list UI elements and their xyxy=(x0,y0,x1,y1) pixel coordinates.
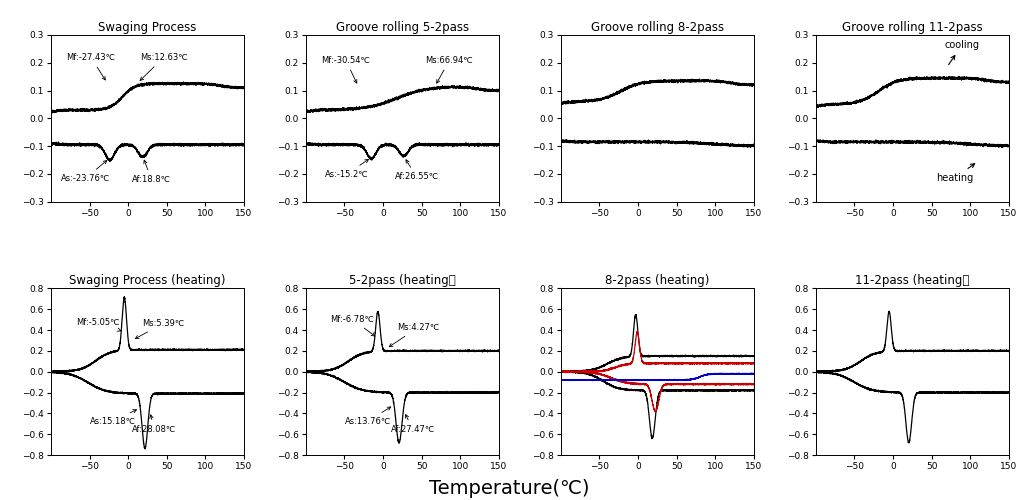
Text: Ms:66.94℃: Ms:66.94℃ xyxy=(426,56,473,83)
Text: Ms:5.39℃: Ms:5.39℃ xyxy=(136,319,184,338)
Text: Mf:-27.43℃: Mf:-27.43℃ xyxy=(66,53,115,80)
Text: Mf:-30.54℃: Mf:-30.54℃ xyxy=(321,56,370,83)
Text: cooling: cooling xyxy=(945,40,980,64)
Text: Af:26.55℃: Af:26.55℃ xyxy=(394,160,439,182)
Text: Temperature(℃): Temperature(℃) xyxy=(429,478,590,498)
Text: Ms:12.63℃: Ms:12.63℃ xyxy=(140,53,187,80)
Text: Mf:-5.05℃: Mf:-5.05℃ xyxy=(75,318,121,331)
Text: As:-15.2℃: As:-15.2℃ xyxy=(325,160,369,178)
Title: Swaging Process: Swaging Process xyxy=(98,21,197,34)
Title: Groove rolling 5-2pass: Groove rolling 5-2pass xyxy=(336,21,469,34)
Text: As:15.18℃: As:15.18℃ xyxy=(90,410,137,426)
Text: heating: heating xyxy=(936,164,974,183)
Text: Af:18.8℃: Af:18.8℃ xyxy=(132,160,171,184)
Text: As:-23.76℃: As:-23.76℃ xyxy=(61,160,110,183)
Text: Af:28.08℃: Af:28.08℃ xyxy=(132,415,176,434)
Title: Groove rolling 11-2pass: Groove rolling 11-2pass xyxy=(842,21,982,34)
Text: Mf:-6.78℃: Mf:-6.78℃ xyxy=(330,314,375,336)
Title: 11-2pass (heating）: 11-2pass (heating） xyxy=(855,274,969,287)
Text: As:13.76℃: As:13.76℃ xyxy=(344,407,390,426)
Text: Ms:4.27℃: Ms:4.27℃ xyxy=(389,323,439,346)
Title: 5-2pass (heating）: 5-2pass (heating） xyxy=(350,274,455,287)
Title: 8-2pass (heating): 8-2pass (heating) xyxy=(605,274,709,287)
Title: Swaging Process (heating): Swaging Process (heating) xyxy=(69,274,226,287)
Text: Af:27.47℃: Af:27.47℃ xyxy=(391,414,435,434)
Title: Groove rolling 8-2pass: Groove rolling 8-2pass xyxy=(591,21,723,34)
